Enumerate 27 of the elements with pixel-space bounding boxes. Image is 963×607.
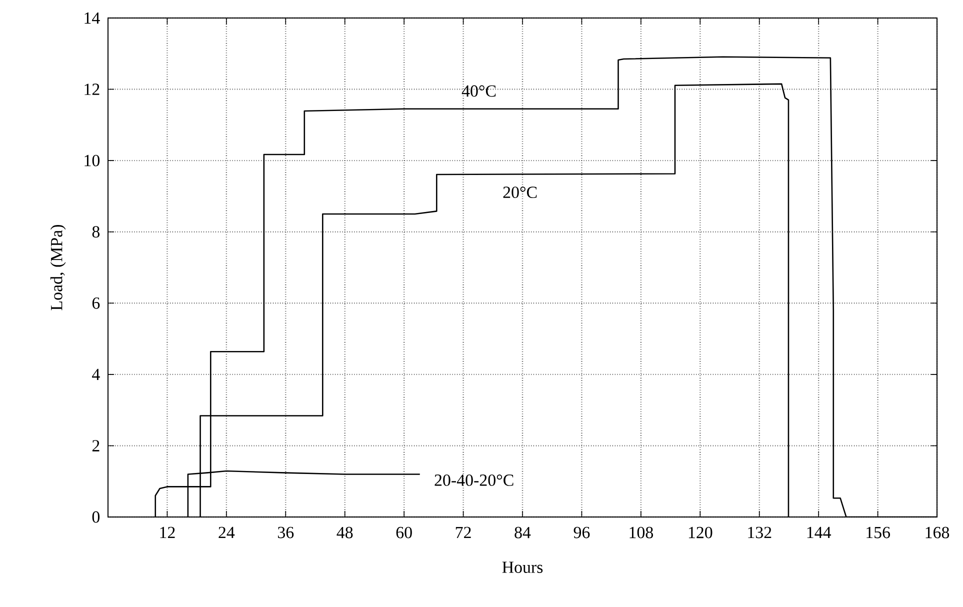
y-axis-title: Load, (MPa) xyxy=(50,224,66,310)
y-tick-label: 10 xyxy=(84,154,100,166)
x-tick-label: 12 xyxy=(160,526,175,538)
y-tick-label: 12 xyxy=(84,84,100,95)
x-tick-label: 48 xyxy=(336,526,353,538)
x-tick-label: 72 xyxy=(456,526,471,538)
x-tick-label: 24 xyxy=(218,526,235,538)
x-tick-label: 108 xyxy=(630,526,653,538)
y-tick-label: 2 xyxy=(92,440,100,452)
x-tick-label: 120 xyxy=(688,526,712,538)
series-label: 20°C xyxy=(503,186,537,198)
series-label: 20-40-20°C xyxy=(434,474,514,486)
y-tick-label: 4 xyxy=(92,368,100,380)
x-tick-label: 156 xyxy=(866,526,890,538)
x-tick-label: 84 xyxy=(514,526,531,538)
x-tick-label: 144 xyxy=(807,526,832,538)
y-tick-label: 8 xyxy=(92,226,100,238)
series-label: 40°C xyxy=(462,85,496,97)
x-tick-label: 60 xyxy=(396,526,412,538)
y-tick-label: 14 xyxy=(84,12,100,24)
y-tick-label: 0 xyxy=(92,511,100,523)
x-axis-title: Hours xyxy=(502,562,543,573)
x-tick-label: 132 xyxy=(748,526,772,538)
x-tick-label: 168 xyxy=(926,526,950,538)
x-tick-label: 96 xyxy=(574,526,590,538)
y-tick-label: 6 xyxy=(92,297,100,309)
x-tick-label: 36 xyxy=(278,526,294,538)
